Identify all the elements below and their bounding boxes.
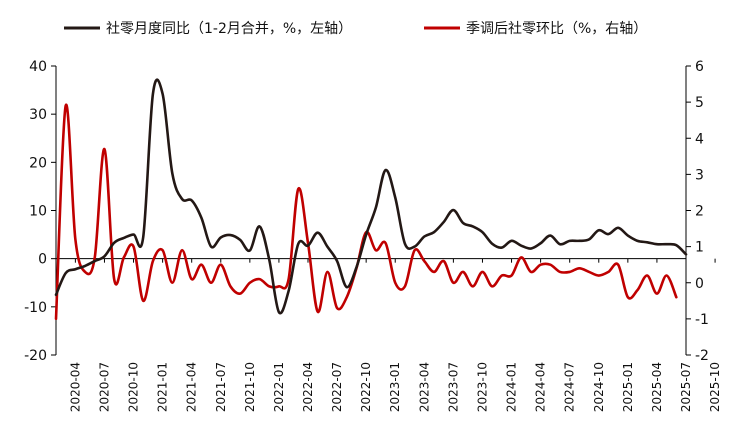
x-tick-label: 2025-04 [650, 362, 664, 412]
y-right-tick-label: 6 [695, 59, 704, 75]
x-tick-label: 2025-01 [621, 362, 635, 412]
y-right-tick-label: 3 [695, 167, 704, 183]
x-tick-label: 2025-07 [679, 362, 693, 412]
y-left-tick-label: 40 [29, 59, 47, 75]
x-tick-label: 2021-01 [156, 362, 170, 412]
x-tick-label: 2025-10 [708, 362, 722, 412]
legend: 社零月度同比（1-2月合并，%，左轴） 季调后社零环比（%，右轴） [64, 21, 647, 37]
x-tick-label: 2024-04 [534, 362, 548, 412]
x-tick-label: 2023-01 [388, 362, 402, 412]
y-left-tick-label: -10 [24, 300, 47, 316]
y-left-tick-label: -20 [24, 348, 47, 364]
x-tick-label: 2023-07 [446, 362, 460, 412]
y-left-tick-label: 20 [29, 155, 47, 171]
y-right-tick-label: 5 [695, 95, 704, 111]
y-right-tick-label: -2 [695, 348, 709, 364]
x-tick-label: 2022-10 [359, 362, 373, 412]
y-right-tick-label: 2 [695, 204, 704, 220]
y-right-tick-label: 1 [695, 240, 704, 256]
x-tick-label: 2021-04 [185, 362, 199, 412]
x-tick-label: 2024-07 [563, 362, 577, 412]
x-tick-label: 2020-07 [97, 362, 111, 412]
legend-label-yoy: 社零月度同比（1-2月合并，%，左轴） [106, 21, 352, 37]
x-tick-label: 2022-04 [301, 362, 315, 412]
x-tick-label: 2022-07 [330, 362, 344, 412]
legend-label-mom: 季调后社零环比（%，右轴） [466, 21, 647, 37]
y-left-tick-label: 10 [29, 204, 47, 220]
y-right-tick-label: 0 [695, 276, 704, 292]
x-tick-label: 2023-04 [417, 362, 431, 412]
y-left-tick-label: 30 [29, 107, 47, 123]
x-tick-label: 2021-07 [214, 362, 228, 412]
x-tick-label: 2020-04 [68, 362, 82, 412]
x-tick-label: 2021-10 [243, 362, 257, 412]
x-tick-label: 2023-10 [475, 362, 489, 412]
y-left-tick-label: 0 [38, 252, 47, 268]
x-tick-label: 2024-01 [505, 362, 519, 412]
y-right-tick-label: -1 [695, 312, 709, 328]
x-tick-label: 2020-10 [127, 362, 141, 412]
x-tick-label: 2024-10 [592, 362, 606, 412]
series-line-yoy [54, 78, 688, 315]
x-tick-label: 2022-01 [272, 362, 286, 412]
y-right-tick-label: 4 [695, 131, 704, 147]
